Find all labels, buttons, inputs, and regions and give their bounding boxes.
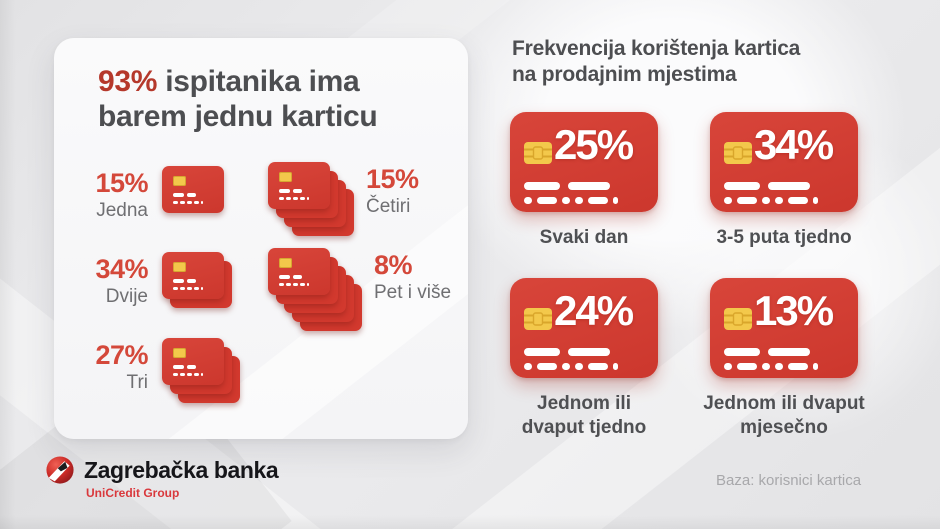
usage-label: Svaki dan [539,227,629,248]
stat-percentage: 8% [374,250,413,280]
credit-card-icon [162,338,224,385]
credit-card-tile: 34% [710,112,858,212]
stat-percentage: 15% [95,168,148,198]
card-dots-icon [279,197,309,200]
card-chip-icon [173,348,186,358]
card-dots-icon [173,373,203,376]
credit-card-icon [268,162,330,209]
card-dots-icon [279,283,309,286]
panel-title-line2: barem jednu karticu [98,100,378,133]
stat-item-dvije: 34% Dvije [84,252,232,309]
stat-text: 34% Dvije [84,252,148,309]
usage-card-jednom-ili-dvaput-tjedno: 24% Jednom ili dvaput tjedno [510,278,658,438]
card-chip-icon [173,176,186,186]
panel-title-highlight: 93% [98,65,158,98]
credit-card-icon [162,166,224,213]
stat-label: Tri [126,372,148,393]
credit-card-icon [268,248,330,295]
card-chip-icon [524,308,552,330]
usage-card-jednom-ili-dvaput-mjesecno: 13% Jednom ili dvaput mjesečno [703,278,865,438]
credit-card-tile: 13% [710,278,858,378]
stat-text: 15% Četiri [366,162,419,219]
usage-title-line1: Frekvencija korištenja kartica [512,37,801,60]
card-chip-icon [279,258,292,268]
card-chip-icon [279,172,292,182]
background-edge-shade [0,515,940,529]
card-chip-icon [724,308,752,330]
credit-card-icon [162,252,224,299]
usage-label: Jednom ili dvaput tjedno [521,393,647,438]
card-dots-icon [524,363,618,370]
unicredit-logo-icon [46,456,74,484]
usage-label: Jednom ili dvaput mjesečno [703,393,865,438]
card-dashes-icon [524,182,610,190]
usage-percentage: 34% [754,121,834,168]
stat-percentage: 27% [95,340,148,370]
card-ownership-panel: 93% ispitanika ima barem jednu karticu 15… [54,38,468,439]
card-dashes-icon [173,279,196,283]
card-chip-icon [724,142,752,164]
usage-section-title: Frekvencija korištenja kartica na prodajn… [512,36,800,88]
card-dots-icon [724,197,818,204]
card-chip-icon [524,142,552,164]
background-edge-shade [0,0,16,529]
usage-percentage: 13% [754,287,834,334]
stat-item-cetiri: 15% Četiri [268,162,419,236]
usage-card-3-5-puta-tjedno: 34% 3-5 puta tjedno [710,112,858,248]
panel-title: 93% ispitanika ima barem jednu karticu [98,64,378,134]
brand-row: Zagrebačka banka [46,456,279,484]
stat-percentage: 34% [95,254,148,284]
card-dots-icon [173,201,203,204]
card-dashes-icon [279,275,302,279]
card-dashes-icon [279,189,302,193]
panel-title-rest: ispitanika ima [157,65,360,98]
card-dashes-icon [724,182,810,190]
stat-label: Četiri [366,196,411,217]
brand-name: Zagrebačka banka [84,456,279,483]
stat-text: 15% Jedna [84,166,148,223]
card-dots-icon [524,197,618,204]
card-dashes-icon [173,365,196,369]
credit-card-tile: 25% [510,112,658,212]
usage-card-svaki-dan: 25% Svaki dan [510,112,658,248]
source-note: Baza: korisnici kartica [716,472,862,489]
card-dots-icon [173,287,203,290]
usage-title-line2: na prodajnim mjestima [512,63,737,86]
card-chip-icon [173,262,186,272]
stat-item-tri: 27% Tri [84,338,240,403]
usage-percentage: 24% [554,287,634,334]
card-stack-icon-5 [268,248,362,331]
brand-group: UniCredit Group [86,486,180,500]
card-stack-icon-2 [162,252,232,308]
stat-label: Dvije [105,286,148,307]
credit-card-tile: 24% [510,278,658,378]
stat-percentage: 15% [366,164,419,194]
card-stack-icon-3 [162,338,240,403]
stat-label: Jedna [96,200,148,221]
card-stack-icon-1 [162,166,224,213]
usage-percentage: 25% [554,121,634,168]
card-dashes-icon [524,348,610,356]
card-dashes-icon [173,193,196,197]
card-dots-icon [724,363,818,370]
brand-block: Zagrebačka banka UniCredit Group [46,456,279,500]
stat-item-jedna: 15% Jedna [84,166,224,223]
usage-label: 3-5 puta tjedno [716,227,852,248]
card-dashes-icon [724,348,810,356]
stat-label: Pet i više [374,282,452,303]
stat-item-pet-i-vise: 8% Pet i više [268,248,451,331]
stat-text: 27% Tri [84,338,148,395]
stat-text: 8% Pet i više [374,248,451,305]
card-stack-icon-4 [268,162,354,236]
